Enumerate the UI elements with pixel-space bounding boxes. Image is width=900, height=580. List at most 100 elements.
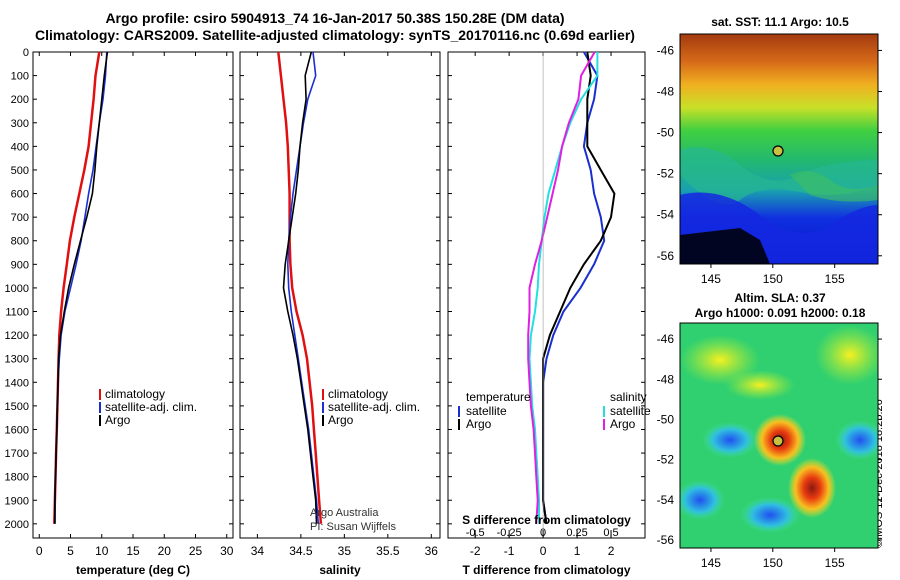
legend-temperature-title: temperature [466, 390, 531, 404]
y-tick-label: 1000 [5, 283, 29, 295]
x-tick-label: 35 [338, 544, 352, 558]
y-tick-label: 700 [11, 212, 29, 224]
y-tick-label: 1800 [5, 472, 29, 484]
difference-panel-frame [447, 51, 646, 539]
legend-swatch [322, 415, 324, 426]
x-tick-label: 30 [220, 544, 234, 558]
sla-high-1 [680, 335, 760, 385]
y-tick-label: 500 [11, 165, 29, 177]
difference-line-salinity-argo [527, 51, 596, 524]
legend-label: satellite [466, 404, 507, 418]
s-tick-label: 0 [540, 527, 546, 539]
map-lat-label: -56 [657, 533, 675, 547]
sla-map-title: Altim. SLA: 0.37 [734, 291, 826, 305]
salinity-panel-frame [239, 51, 441, 539]
legend-label: Argo [466, 417, 492, 431]
map-lat-label: -48 [657, 372, 675, 386]
x-tick-label: 35.5 [376, 544, 400, 558]
x-tick-label: 2 [608, 544, 615, 558]
legend-swatch [458, 406, 460, 417]
y-tick-label: 1600 [5, 424, 29, 436]
title-line1: Argo profile: csiro 5904913_74 16-Jan-20… [105, 10, 565, 26]
sst-map [679, 33, 879, 265]
x-tick-label: 1 [574, 544, 581, 558]
s-tick-label: 0.5 [603, 527, 618, 539]
y-tick-label: 1700 [5, 448, 29, 460]
x-tick-label: 15 [126, 544, 140, 558]
sla-low-4 [835, 420, 878, 460]
temperature-line-argo [54, 51, 109, 524]
temperature-panel: 0 100 200 300 400 500 600 700 800 900 1000 1100 1200… [5, 47, 234, 577]
map-lat-label: -46 [657, 43, 675, 57]
y-tick-label: 0 [23, 47, 29, 59]
x-tick-label: 25 [189, 544, 203, 558]
y-tick-label: 300 [11, 118, 29, 130]
map-lat-label: -50 [657, 412, 675, 426]
sla-high-3 [725, 370, 795, 400]
x-tick-label: 20 [158, 544, 172, 558]
y-tick-label: 400 [11, 141, 29, 153]
sla-warm-eddy-2 [788, 458, 836, 518]
legend-label: Argo [610, 417, 636, 431]
difference-panel-xlabel: T difference from climatology [462, 563, 630, 577]
map-lat-label: -54 [657, 493, 675, 507]
legend-swatch [99, 389, 101, 400]
x-tick-label: -1 [504, 544, 515, 558]
salinity-panel-xlabel: salinity [319, 563, 361, 577]
sst-map-title: sat. SST: 11.1 Argo: 10.5 [711, 15, 849, 29]
salinity-line-climatology [277, 51, 323, 524]
map-lat-label: -56 [657, 249, 675, 263]
s-tick-label: -0.25 [497, 527, 522, 539]
legend-swatch [603, 406, 605, 417]
y-tick-label: 1100 [5, 307, 29, 319]
map-lat-label: -46 [657, 332, 675, 346]
s-difference-label: S difference from climatology [462, 513, 631, 527]
legend-label: satellite-adj. clim. [328, 400, 420, 414]
salinity-line-argo [282, 51, 318, 524]
x-tick-label: 5 [67, 544, 74, 558]
map-lon-label: 155 [825, 272, 845, 286]
sla-map [679, 322, 879, 549]
title-line2: Climatology: CARS2009. Satellite-adjuste… [35, 27, 635, 43]
sst-eddy [790, 171, 878, 202]
y-tick-label: 600 [11, 189, 29, 201]
y-tick-label: 100 [11, 71, 29, 83]
legend-salinity-title: salinity [610, 390, 647, 404]
temperature-panel-xlabel: temperature (deg C) [76, 563, 190, 577]
credit-line1: Argo Australia [310, 507, 379, 519]
map-lon-label: 145 [701, 556, 721, 570]
legend-label: Argo [105, 413, 131, 427]
legend-label: climatology [105, 387, 165, 401]
y-tick-label: 1500 [5, 401, 29, 413]
x-tick-label: 10 [95, 544, 109, 558]
sla-low-3 [740, 497, 800, 533]
legend-label: climatology [328, 387, 388, 401]
legend-label: Argo [328, 413, 354, 427]
y-tick-label: 1400 [5, 377, 29, 389]
sla-low-2 [680, 480, 725, 520]
legend-label: satellite [610, 404, 651, 418]
y-tick-label: 1300 [5, 354, 29, 366]
y-tick-label: 900 [11, 259, 29, 271]
y-tick-label: 200 [11, 94, 29, 106]
map-lat-label: -54 [657, 208, 675, 222]
s-tick-label: 0.25 [566, 527, 587, 539]
map-lon-label: 150 [763, 272, 783, 286]
legend-swatch [458, 419, 460, 430]
s-tick-label: -0.5 [466, 527, 485, 539]
sla-map-frame [679, 322, 879, 549]
y-tick-label: 2000 [5, 519, 29, 531]
legend-swatch [99, 402, 101, 413]
sst-ice-edge [680, 228, 770, 264]
y-tick-label: 800 [11, 236, 29, 248]
sst-map-frame [679, 33, 879, 265]
legend-swatch [322, 402, 324, 413]
sla-low-1 [702, 422, 758, 458]
map-lon-label: 150 [763, 556, 783, 570]
sst-profile-marker [772, 145, 784, 157]
sla-profile-marker [772, 435, 784, 447]
map-lat-label: -48 [657, 85, 675, 99]
y-tick-label: 1200 [5, 330, 29, 342]
legend-label: satellite-adj. clim. [105, 400, 197, 414]
